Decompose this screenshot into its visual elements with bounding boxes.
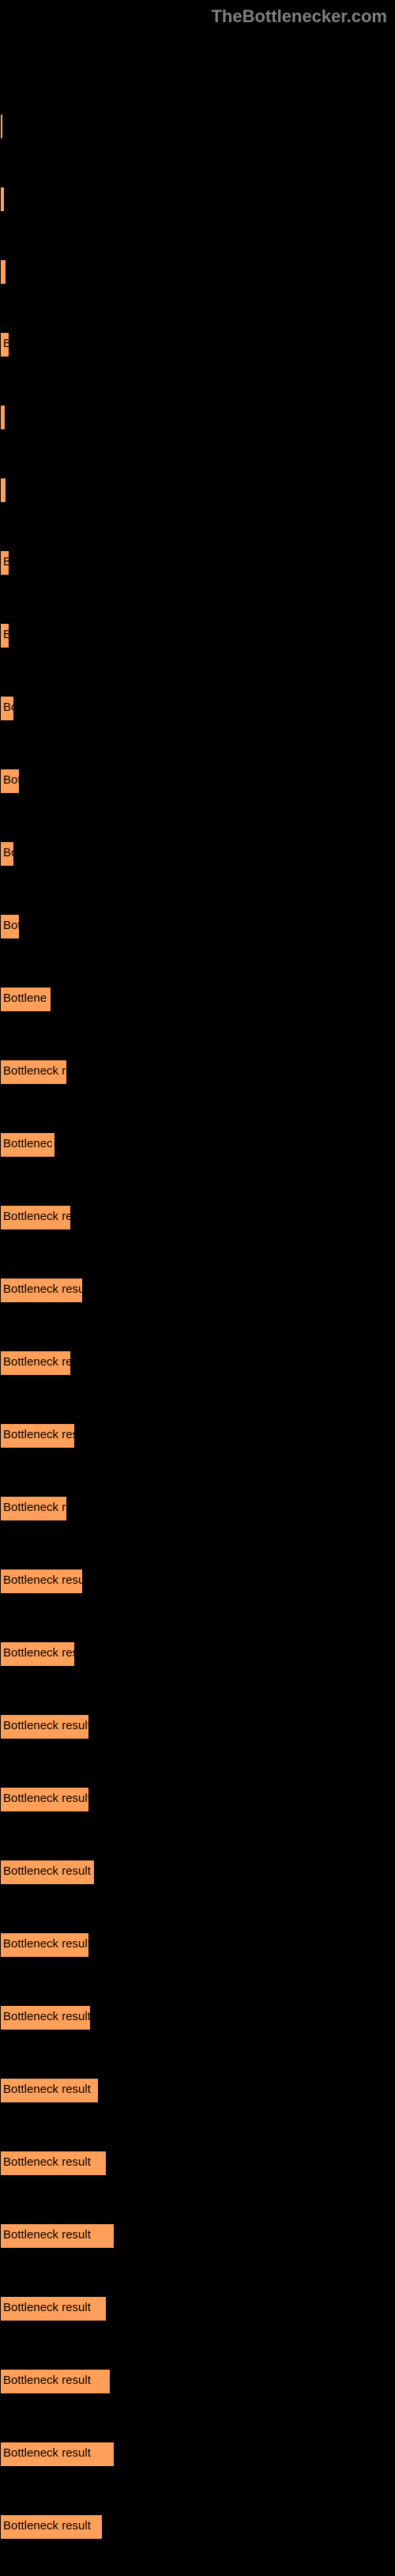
bar-chart: B B B Bo Bot Bo Bot Bottlene Bottleneck re Bottle…: [0, 103, 395, 2576]
bar-row: Bottleneck re: [0, 1048, 395, 1096]
bar-row: Bottleneck result: [0, 1994, 395, 2042]
bar-label: Bottleneck result: [3, 2519, 91, 2533]
bar: [0, 114, 3, 139]
bar-row: Bottleneck result: [0, 2067, 395, 2114]
bar-row: Bottleneck result: [0, 1776, 395, 1823]
bar-label: Bottleneck result: [3, 2228, 91, 2242]
bar-row: Bottleneck result: [0, 1703, 395, 1751]
bar-label: B: [3, 337, 11, 350]
bar-label: Bo: [3, 701, 17, 714]
bar: [0, 405, 6, 430]
bar-label: Bottleneck result: [3, 1573, 91, 1587]
bar-label: B: [3, 555, 11, 568]
bar-row: Bottleneck result: [0, 1267, 395, 1314]
bar-row: Bo: [0, 830, 395, 878]
bar-row: Bottleneck res: [0, 1339, 395, 1387]
bar-row: Bottleneck result: [0, 1849, 395, 1896]
bar-row: Bottleneck result: [0, 1558, 395, 1605]
watermark-text: TheBottlenecker.com: [211, 6, 387, 27]
bar-row: Bottleneck re: [0, 1485, 395, 1532]
bar-row: Bo: [0, 685, 395, 732]
bar-label: Bottleneck result: [3, 1864, 91, 1878]
bar-row: Bottlene: [0, 976, 395, 1023]
bar-label: Bottleneck resu: [3, 1646, 85, 1660]
bar-row: Bottleneck result: [0, 2140, 395, 2187]
bar-row: Bottleneck result: [0, 2212, 395, 2260]
bar: [0, 478, 6, 503]
bar-label: Bot: [3, 773, 21, 787]
bar-label: Bottleneck re: [3, 1064, 73, 1078]
bar: [0, 259, 6, 285]
bar-row: Bottleneck resu: [0, 1412, 395, 1460]
bar-label: Bottleneck result: [3, 2083, 91, 2096]
bar-row: [0, 394, 395, 441]
bar: [0, 187, 5, 212]
bar-label: Bottleneck result: [3, 2010, 91, 2023]
bar-row: Bottleneck result: [0, 2285, 395, 2332]
bar-label: Bottleneck result: [3, 2374, 91, 2387]
bar-row: Bot: [0, 757, 395, 805]
bar-row: Bottleneck resu: [0, 1630, 395, 1678]
bar-label: Bottleneck res: [3, 1210, 78, 1223]
bar-label: Bottleneck result: [3, 1282, 91, 1296]
bar-row: Bottlenec: [0, 1121, 395, 1169]
bar-row: [0, 176, 395, 223]
bar-label: Bottleneck result: [3, 2155, 91, 2169]
bar-label: Bot: [3, 919, 21, 932]
bar-label: Bottleneck result: [3, 1719, 91, 1732]
bar-label: Bottleneck res: [3, 1355, 78, 1369]
bar-label: Bottleneck result: [3, 2301, 91, 2314]
bar-row: Bot: [0, 903, 395, 950]
bar-row: Bottleneck result: [0, 1921, 395, 1969]
bar-label: Bottleneck re: [3, 1501, 73, 1514]
bar-label: Bottleneck result: [3, 2446, 91, 2460]
bar-row: Bottleneck result: [0, 2358, 395, 2405]
bar-label: Bottlene: [3, 991, 47, 1005]
bar-row: [0, 466, 395, 514]
bar-row: B: [0, 612, 395, 659]
bar-row: Bottleneck result: [0, 2431, 395, 2478]
bar-label: Bottleneck resu: [3, 1428, 85, 1441]
bar-row: Bottleneck res: [0, 1194, 395, 1241]
bar-row: Bottleneck result: [0, 2503, 395, 2551]
bar-row: [0, 103, 395, 150]
bar-label: Bottlenec: [3, 1137, 53, 1150]
bar-row: [0, 248, 395, 296]
bar-label: Bottleneck result: [3, 1792, 91, 1805]
bar-label: Bottleneck result: [3, 1937, 91, 1951]
bar-label: Bo: [3, 846, 17, 859]
bar-row: B: [0, 539, 395, 587]
bar-row: B: [0, 321, 395, 368]
bar-label: B: [3, 628, 11, 641]
